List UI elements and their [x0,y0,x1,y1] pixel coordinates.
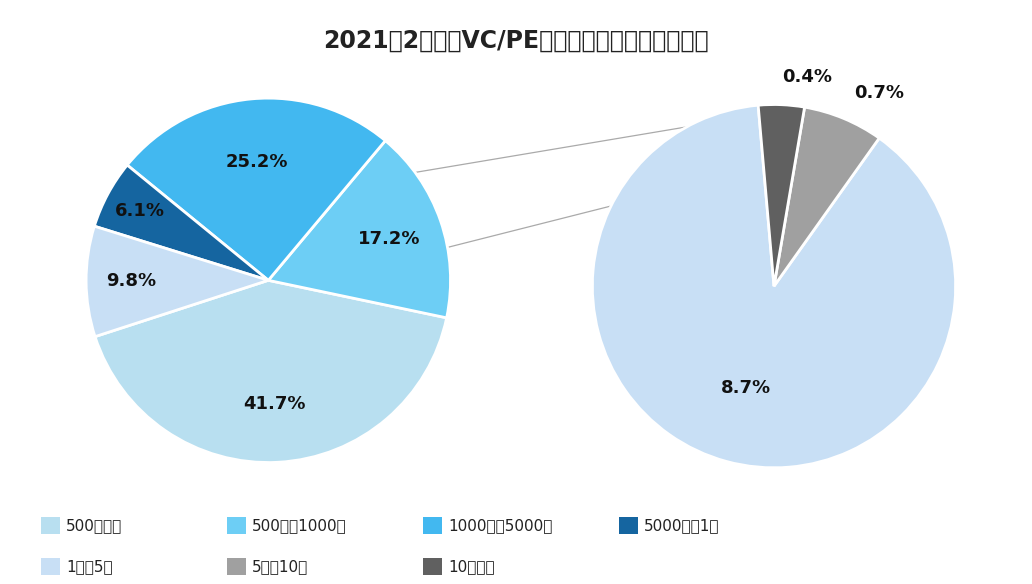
Text: 0.7%: 0.7% [854,84,904,102]
Text: 6.1%: 6.1% [115,202,165,220]
Text: 5亿～10亿: 5亿～10亿 [252,559,309,574]
Text: 41.7%: 41.7% [244,395,307,413]
Text: 5000万～1亿: 5000万～1亿 [644,518,719,533]
Wedge shape [268,141,451,318]
Text: 9.8%: 9.8% [106,272,157,290]
Wedge shape [95,280,447,463]
Wedge shape [759,105,805,286]
Wedge shape [86,226,268,336]
Wedge shape [774,107,879,286]
Text: 货币单位：美元: 货币单位：美元 [858,555,928,572]
Text: 1000万～5000万: 1000万～5000万 [448,518,552,533]
Text: 0.4%: 0.4% [782,68,833,86]
Text: 2021年2月中国VC/PE市场投资交易规模区间分布: 2021年2月中国VC/PE市场投资交易规模区间分布 [323,29,709,53]
Wedge shape [94,165,268,280]
Text: 8.7%: 8.7% [721,379,772,397]
Wedge shape [592,105,956,468]
Text: 10亿以上: 10亿以上 [448,559,494,574]
Text: 500万～1000万: 500万～1000万 [252,518,347,533]
Text: 500万以下: 500万以下 [66,518,123,533]
Text: 1亿～5亿: 1亿～5亿 [66,559,112,574]
Text: 25.2%: 25.2% [226,154,288,172]
Wedge shape [127,98,385,280]
Text: 17.2%: 17.2% [358,230,420,248]
